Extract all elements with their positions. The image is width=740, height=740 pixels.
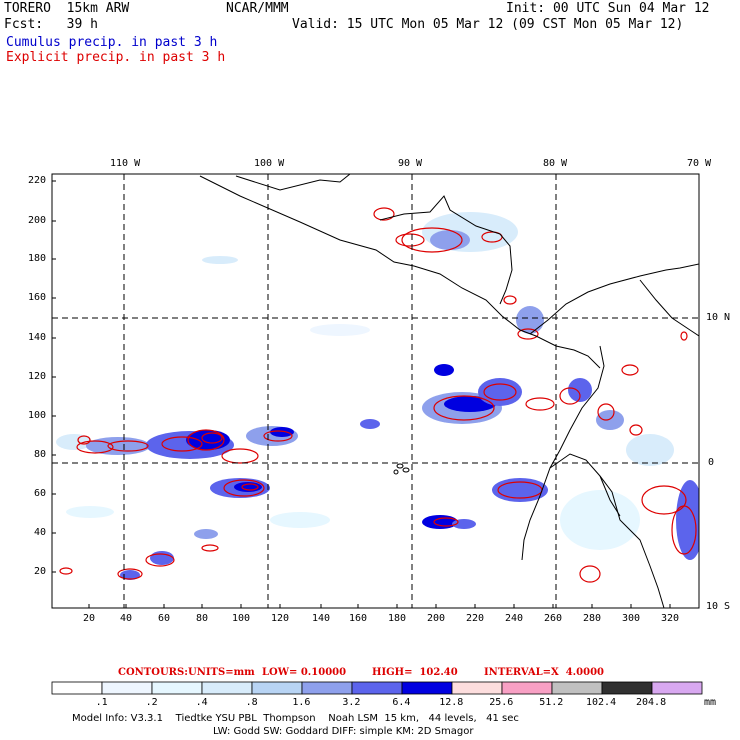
x-tick-label: 100 <box>232 613 251 624</box>
lat-label-0: 0 <box>708 457 715 468</box>
legend-explicit: Explicit precip. in past 3 h <box>6 50 226 65</box>
colorbar-swatch <box>351 681 403 695</box>
colorbar-swatch <box>101 681 153 695</box>
colorbar-swatch <box>51 681 103 695</box>
colorbar-threshold: 204.8 <box>636 697 667 708</box>
contour-interval: INTERVAL=X 4.0000 <box>484 667 604 678</box>
colorbar-swatch <box>401 681 453 695</box>
legend-cumulus: Cumulus precip. in past 3 h <box>6 35 218 50</box>
y-tick-label: 120 <box>28 371 47 382</box>
x-tick-label: 120 <box>271 613 290 624</box>
colorbar-threshold: .8 <box>245 697 258 708</box>
x-tick-label: 80 <box>196 613 209 624</box>
x-tick-label: 320 <box>661 613 680 624</box>
explicit-precip-contours <box>59 207 697 583</box>
contour-low: LOW= 0.10000 <box>262 667 347 678</box>
y-tick-label: 140 <box>28 332 47 343</box>
model-info-2: LW: Godd SW: Goddard DIFF: simple KM: 2D… <box>213 726 474 737</box>
axis-ticks <box>52 180 671 608</box>
colorbar-threshold: .4 <box>195 697 208 708</box>
colorbar-threshold: 25.6 <box>489 697 514 708</box>
colorbar-threshold: .1 <box>95 697 108 708</box>
lon-label-90w: 90 W <box>398 158 423 169</box>
x-tick-label: 260 <box>544 613 563 624</box>
organization: NCAR/MMM <box>226 1 289 16</box>
x-tick-label: 180 <box>388 613 407 624</box>
x-tick-label: 160 <box>349 613 368 624</box>
colorbar-threshold: 12.8 <box>439 697 464 708</box>
colorbar-threshold: 102.4 <box>586 697 617 708</box>
y-tick-label: 200 <box>28 215 47 226</box>
y-tick-label: 180 <box>28 253 47 264</box>
valid-time: Valid: 15 UTC Mon 05 Mar 12 (09 CST Mon … <box>292 17 684 32</box>
colorbar-threshold: 3.2 <box>342 697 361 708</box>
colorbar-swatch <box>151 681 203 695</box>
init-time: Init: 00 UTC Sun 04 Mar 12 <box>506 1 710 16</box>
x-tick-label: 280 <box>583 613 602 624</box>
colorbar-swatch <box>301 681 353 695</box>
x-tick-label: 40 <box>120 613 133 624</box>
y-tick-label: 160 <box>28 292 47 303</box>
colorbar-threshold: 51.2 <box>539 697 564 708</box>
x-tick-label: 140 <box>312 613 331 624</box>
lon-label-100w: 100 W <box>254 158 285 169</box>
y-tick-label: 60 <box>34 488 47 499</box>
contour-high: HIGH= 102.40 <box>372 667 458 678</box>
y-tick-label: 80 <box>34 449 47 460</box>
forecast-hour: Fcst: 39 h <box>4 17 98 32</box>
colorbar-threshold: 1.6 <box>292 697 311 708</box>
colorbar-swatch <box>601 681 653 695</box>
model-info: Model Info: V3.3.1 Tiedtke YSU PBL Thomp… <box>72 713 519 724</box>
x-tick-label: 60 <box>158 613 171 624</box>
colorbar <box>51 681 703 695</box>
colorbar-swatch <box>251 681 303 695</box>
y-tick-label: 40 <box>34 527 47 538</box>
x-tick-label: 200 <box>427 613 446 624</box>
y-tick-label: 20 <box>34 566 47 577</box>
x-tick-label: 240 <box>505 613 524 624</box>
lon-label-80w: 80 W <box>543 158 568 169</box>
colorbar-threshold: 6.4 <box>392 697 411 708</box>
colorbar-threshold: .2 <box>145 697 158 708</box>
colorbar-swatch <box>201 681 253 695</box>
colorbar-unit: mm <box>704 697 717 708</box>
model-name: TORERO 15km ARW <box>4 1 130 16</box>
contour-units: UNITS=mm <box>188 667 255 678</box>
y-tick-label: 100 <box>28 410 47 421</box>
colorbar-swatch <box>551 681 603 695</box>
lon-label-70w: 70 W <box>687 158 712 169</box>
contour-label: CONTOURS: <box>118 667 188 678</box>
lon-label-110w: 110 W <box>110 158 141 169</box>
x-tick-label: 300 <box>622 613 641 624</box>
lat-label-10s: 10 S <box>706 601 731 612</box>
colorbar-swatch <box>501 681 553 695</box>
y-tick-label: 220 <box>28 175 47 186</box>
x-tick-label: 220 <box>466 613 485 624</box>
colorbar-swatch <box>651 681 703 695</box>
x-tick-label: 20 <box>83 613 96 624</box>
colorbar-swatch <box>451 681 503 695</box>
lat-label-10n: 10 N <box>706 312 731 323</box>
graticule <box>52 174 699 608</box>
